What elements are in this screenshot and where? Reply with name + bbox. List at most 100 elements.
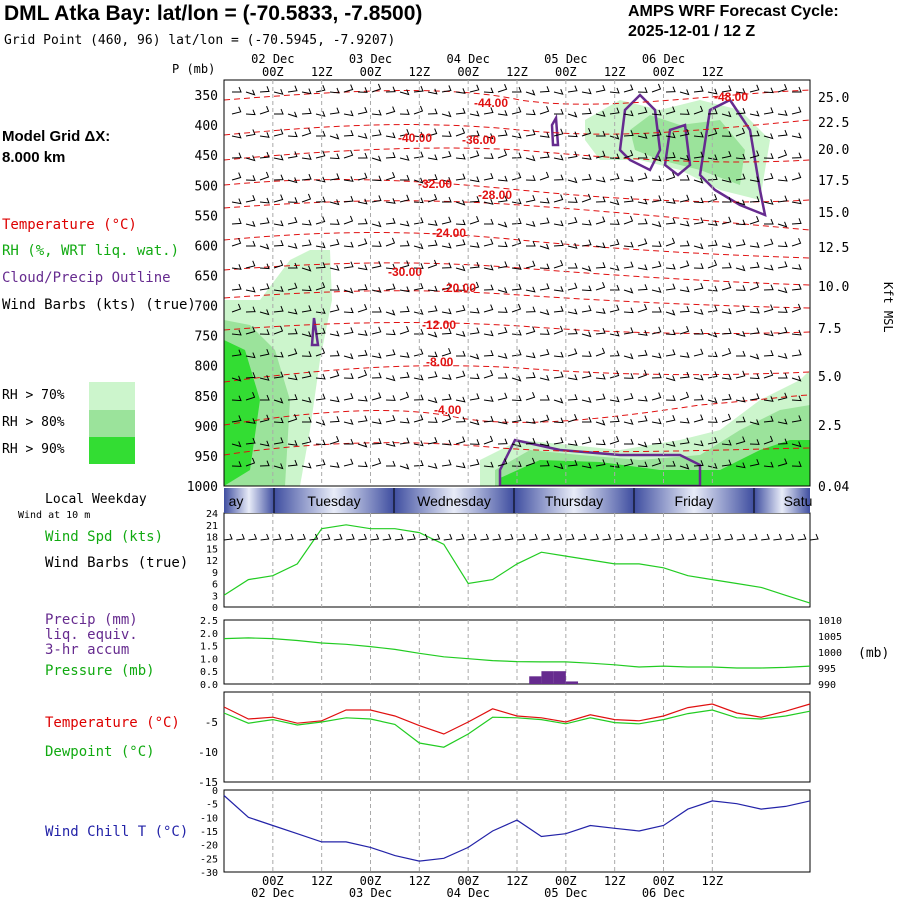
wind-barb bbox=[553, 220, 564, 227]
wind-barb bbox=[623, 307, 634, 314]
wind-barb bbox=[483, 304, 494, 313]
wind-barb bbox=[329, 173, 340, 181]
wind-barb bbox=[679, 437, 690, 445]
wind-barb bbox=[301, 436, 312, 445]
surface-wind-barb bbox=[577, 533, 587, 541]
wind-speed-tick: 15 bbox=[206, 544, 218, 555]
wind-barb bbox=[259, 171, 270, 181]
wind-barb bbox=[735, 173, 746, 181]
wind-barb bbox=[791, 441, 802, 448]
wind-barb bbox=[497, 392, 508, 401]
wind-barb bbox=[273, 240, 284, 247]
wind-barb bbox=[287, 308, 298, 315]
wind-barb bbox=[231, 441, 242, 448]
wind-barb bbox=[707, 351, 718, 358]
wind-barb bbox=[330, 284, 340, 291]
wind-barb bbox=[651, 286, 662, 293]
wind-barb bbox=[483, 330, 494, 337]
wind-barb bbox=[553, 88, 564, 95]
wind-barb bbox=[483, 435, 494, 445]
surface-wind-barb bbox=[297, 533, 306, 541]
wind-barb bbox=[259, 151, 270, 159]
wind-barb bbox=[441, 413, 452, 423]
wind-barb bbox=[791, 106, 802, 115]
wind-barb bbox=[539, 440, 550, 447]
wind-barb bbox=[693, 131, 704, 138]
wind-barb bbox=[357, 87, 368, 93]
wind-barb bbox=[791, 415, 802, 423]
wind-barb bbox=[413, 243, 424, 250]
wind-barb bbox=[301, 351, 312, 357]
wind-barb bbox=[735, 396, 746, 403]
wind-barb bbox=[441, 176, 452, 183]
wind-barb bbox=[273, 194, 284, 203]
wind-barb bbox=[329, 350, 340, 357]
wind-barb bbox=[651, 418, 662, 425]
pressure-tick-right: 995 bbox=[818, 664, 836, 675]
wind-barb bbox=[637, 369, 648, 379]
wind-barb bbox=[441, 308, 452, 315]
wind-barb bbox=[273, 128, 284, 137]
wind-barb bbox=[427, 259, 438, 269]
wind-barb bbox=[721, 374, 732, 380]
wind-barb bbox=[665, 283, 676, 291]
wind-barb bbox=[539, 414, 550, 423]
wind-barb bbox=[357, 238, 368, 247]
time-tick-top: 12Z bbox=[506, 65, 528, 79]
wind-barb bbox=[735, 239, 746, 247]
precip-tick: 1.5 bbox=[200, 642, 218, 653]
wind-barb bbox=[511, 375, 522, 382]
wind-barb bbox=[456, 350, 466, 357]
wind-barb bbox=[553, 325, 564, 335]
wind-barb bbox=[777, 261, 788, 269]
wind-barb bbox=[539, 217, 550, 225]
wind-barb bbox=[469, 196, 480, 203]
wind-barb bbox=[260, 394, 270, 401]
wind-barb bbox=[427, 462, 438, 469]
wind-barb bbox=[441, 131, 452, 137]
wind-barb bbox=[371, 175, 382, 182]
wind-barb bbox=[693, 85, 704, 93]
wind-barb bbox=[343, 176, 354, 182]
wind-barb bbox=[609, 304, 620, 313]
wind-barb bbox=[707, 108, 718, 115]
pressure-tick: 950 bbox=[195, 450, 218, 465]
wind-barb bbox=[651, 83, 662, 93]
wind-barb bbox=[413, 440, 424, 447]
wind-barb bbox=[483, 264, 494, 271]
surface-wind-barb bbox=[346, 533, 355, 541]
wind-barb bbox=[721, 131, 732, 137]
wind-barb bbox=[595, 459, 606, 467]
wind-barb bbox=[526, 240, 536, 247]
wind-barb bbox=[595, 419, 606, 426]
wind-barb bbox=[498, 372, 508, 379]
wind-barb bbox=[764, 218, 774, 225]
wind-barb bbox=[651, 241, 662, 247]
wind-barb bbox=[385, 395, 396, 401]
date-label-top: 04 Dec bbox=[446, 52, 489, 66]
wind-barb bbox=[665, 263, 676, 270]
wind-barb bbox=[385, 217, 396, 225]
wind-barb bbox=[511, 172, 522, 181]
wind-barb bbox=[245, 306, 256, 313]
wind-barb bbox=[301, 396, 312, 403]
wind-barb bbox=[371, 438, 382, 445]
wind-barb bbox=[567, 131, 578, 138]
wind-barb bbox=[246, 240, 256, 247]
wind-barb bbox=[777, 110, 788, 116]
wind-barb bbox=[525, 129, 536, 137]
wind-barb bbox=[735, 304, 746, 313]
surface-wind-barb bbox=[504, 533, 514, 541]
wind-barb bbox=[735, 127, 746, 137]
wind-barb bbox=[399, 371, 410, 379]
wind-barb bbox=[455, 107, 466, 115]
wind-barb bbox=[455, 199, 466, 206]
wind-barb bbox=[455, 127, 466, 137]
wind-barb bbox=[581, 88, 592, 95]
time-tick-bottom: 12Z bbox=[701, 874, 723, 888]
wind-barb bbox=[707, 88, 718, 95]
wind-barb bbox=[665, 152, 676, 159]
wind-barb bbox=[749, 242, 760, 248]
wind-barb bbox=[483, 172, 494, 181]
height-tick: 10.0 bbox=[818, 280, 849, 295]
